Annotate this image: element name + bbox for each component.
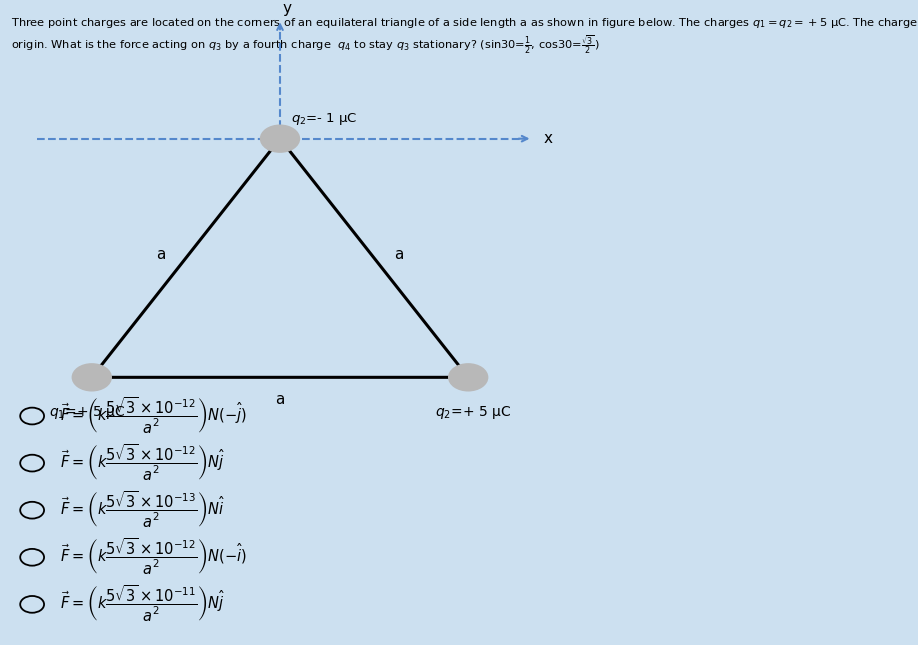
Text: a: a bbox=[395, 247, 404, 263]
Circle shape bbox=[260, 124, 300, 153]
Text: y: y bbox=[283, 1, 292, 16]
Text: origin. What is the force acting on $q_3$ by a fourth charge  $q_4$ to stay $q_3: origin. What is the force acting on $q_3… bbox=[11, 34, 599, 55]
Text: a: a bbox=[156, 247, 166, 263]
Text: $\vec{F} = \left(k\dfrac{5\sqrt{3}\times10^{-12}}{a^2}\right)N(-\hat{i})$: $\vec{F} = \left(k\dfrac{5\sqrt{3}\times… bbox=[60, 537, 247, 577]
Text: $\vec{F} = \left(k\dfrac{5\sqrt{3}\times10^{-11}}{a^2}\right)N\hat{j}$: $\vec{F} = \left(k\dfrac{5\sqrt{3}\times… bbox=[60, 584, 225, 624]
Text: x: x bbox=[543, 131, 553, 146]
Text: $q_1$=+ 5 μC: $q_1$=+ 5 μC bbox=[50, 404, 125, 421]
Circle shape bbox=[72, 363, 112, 392]
Text: 0: 0 bbox=[265, 142, 273, 152]
Text: $\vec{F} = \left(k\dfrac{5\sqrt{3}\times10^{-12}}{a^2}\right)N\hat{j}$: $\vec{F} = \left(k\dfrac{5\sqrt{3}\times… bbox=[60, 443, 225, 483]
Circle shape bbox=[448, 363, 488, 392]
Text: Three point charges are located on the corners of an equilateral triangle of a s: Three point charges are located on the c… bbox=[11, 16, 918, 30]
Text: a: a bbox=[275, 392, 285, 406]
Text: $\vec{F} = \left(k\dfrac{5\sqrt{3}\times10^{-12}}{a^2}\right)N(-\hat{j})$: $\vec{F} = \left(k\dfrac{5\sqrt{3}\times… bbox=[60, 396, 247, 436]
Text: $q_2$=- 1 μC: $q_2$=- 1 μC bbox=[291, 111, 357, 127]
Text: $\vec{F} = \left(k\dfrac{5\sqrt{3}\times10^{-13}}{a^2}\right)N\hat{i}$: $\vec{F} = \left(k\dfrac{5\sqrt{3}\times… bbox=[60, 490, 225, 530]
Text: $q_2$=+ 5 μC: $q_2$=+ 5 μC bbox=[435, 404, 510, 421]
